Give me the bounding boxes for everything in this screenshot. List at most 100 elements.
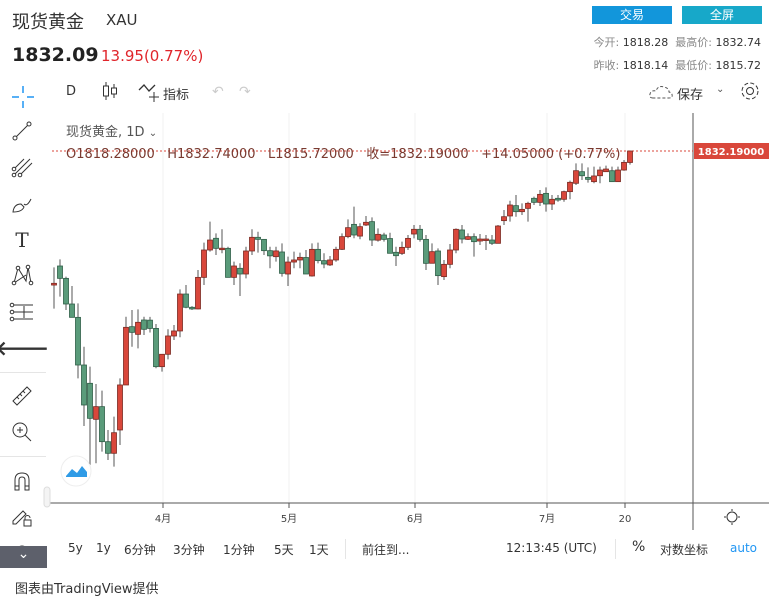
crosshair-icon[interactable] <box>10 84 36 114</box>
range-5d[interactable]: 5天 <box>274 543 294 557</box>
candle-body <box>345 227 351 238</box>
candle-body <box>573 170 579 184</box>
candle <box>81 346 87 427</box>
candle <box>381 232 387 242</box>
settings-icon[interactable] <box>739 80 761 106</box>
candle-body <box>303 257 309 275</box>
goto-date-button[interactable]: 前往到... <box>362 543 410 557</box>
last-price-label: 1832.19000 <box>698 147 764 158</box>
lock-drawings-icon[interactable] <box>8 503 36 531</box>
indicators-icon[interactable] <box>137 80 161 108</box>
candle <box>423 234 429 271</box>
ruler-icon[interactable] <box>8 382 36 410</box>
candle-body <box>459 229 465 240</box>
open-high-stats: 今开: 1818.28 最高价: 1832.74 <box>594 34 761 50</box>
price-chart[interactable]: 4月 5月 6月 7月 20 1832.19000 <box>0 0 769 535</box>
candle <box>99 390 105 452</box>
range-1y[interactable]: 1y <box>96 541 111 555</box>
candle-body <box>105 441 111 454</box>
candle <box>357 223 363 240</box>
candle <box>141 316 147 335</box>
candle <box>387 232 393 254</box>
candle-body <box>369 221 375 241</box>
candle <box>537 189 543 206</box>
range-3min[interactable]: 3分钟 <box>173 543 205 557</box>
candle-body <box>171 330 177 337</box>
interval-button[interactable]: D <box>66 84 77 99</box>
candle <box>93 383 99 464</box>
candle <box>561 190 567 202</box>
range-1min[interactable]: 1分钟 <box>223 543 255 557</box>
candle <box>249 229 255 255</box>
clock-time[interactable]: 12:13:45 (UTC) <box>506 541 597 555</box>
candle <box>219 229 225 254</box>
candle-body <box>111 432 117 454</box>
candle <box>471 233 477 257</box>
candle-body <box>627 150 633 163</box>
candle <box>399 241 405 256</box>
cloud-icon[interactable] <box>648 82 674 106</box>
measure-icon[interactable] <box>8 298 36 326</box>
zoom-in-icon[interactable] <box>8 418 36 446</box>
candle <box>183 285 189 309</box>
candle <box>153 323 159 369</box>
candle-body <box>465 236 471 240</box>
text-icon[interactable]: T <box>15 228 29 252</box>
candle-body <box>81 364 87 406</box>
save-button[interactable]: 保存 <box>677 88 704 103</box>
pattern-icon[interactable] <box>8 261 36 289</box>
prev-low-stats: 昨收: 1818.14 最低价: 1815.72 <box>594 57 761 73</box>
candle-body <box>99 406 105 443</box>
candle <box>369 217 375 246</box>
candle-body <box>399 246 405 254</box>
legend-chevron-icon[interactable]: ⌄ <box>148 128 158 139</box>
candle-body <box>279 251 285 274</box>
log-scale-toggle[interactable]: 对数坐标 <box>660 543 709 557</box>
candle-body <box>621 161 627 171</box>
candle <box>105 429 111 460</box>
bottom-toolbar: 5y 1y 6分钟 3分钟 1分钟 5天 1天 前往到... 12:13:45 … <box>50 535 769 563</box>
auto-scale-toggle[interactable]: auto <box>730 541 758 555</box>
legend-title[interactable]: 现货黄金, 1D ⌄ <box>66 121 157 140</box>
redo-icon[interactable]: ↷ <box>239 84 251 100</box>
candle <box>255 231 261 253</box>
brush-icon[interactable] <box>8 190 36 218</box>
candles-icon[interactable] <box>101 80 119 106</box>
candle-body <box>489 239 495 244</box>
candle <box>333 246 339 262</box>
range-6min[interactable]: 6分钟 <box>124 543 156 557</box>
candle-body <box>363 221 369 226</box>
candle-body <box>177 293 183 332</box>
candle-body <box>519 208 525 213</box>
candle <box>273 246 279 262</box>
legend-close: 收=1832.19000 <box>366 147 469 162</box>
candle-body <box>339 236 345 250</box>
range-1d[interactable]: 1天 <box>309 543 329 557</box>
candle <box>69 286 75 318</box>
candle-body <box>141 319 147 330</box>
save-chevron-icon[interactable]: ⌄ <box>716 84 725 95</box>
indicators-button[interactable]: 指标 <box>163 88 190 103</box>
candle-body <box>231 265 237 278</box>
candle <box>531 196 537 205</box>
candle <box>447 243 453 269</box>
candle-body <box>315 248 321 262</box>
trade-button[interactable]: 交易 <box>592 6 672 24</box>
candle <box>243 246 249 279</box>
candle-body <box>87 382 93 419</box>
candle <box>189 306 195 311</box>
fib-icon[interactable] <box>8 153 36 181</box>
range-5y[interactable]: 5y <box>68 541 83 555</box>
undo-icon[interactable]: ↶ <box>212 84 224 100</box>
fullscreen-button[interactable]: 全屏 <box>682 6 762 24</box>
expand-toolbar-button[interactable]: ⌄ <box>0 546 47 568</box>
candle <box>429 243 435 264</box>
percent-toggle[interactable]: % <box>632 539 646 555</box>
magnet-icon[interactable] <box>8 468 36 496</box>
candle <box>309 243 315 277</box>
candle <box>63 276 69 311</box>
trend-line-icon[interactable] <box>8 117 36 145</box>
candle <box>573 163 579 186</box>
candle-body <box>321 260 327 265</box>
candle-body <box>195 276 201 310</box>
